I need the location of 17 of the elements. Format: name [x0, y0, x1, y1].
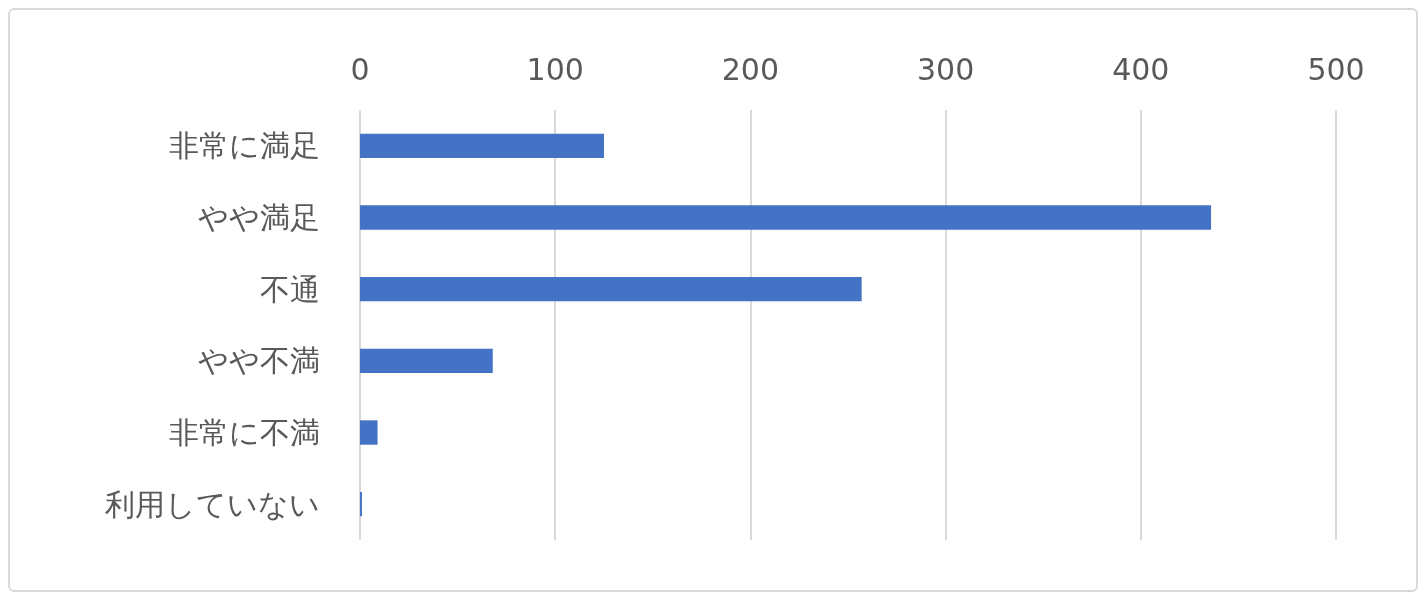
y-tick-label: やや不満: [198, 343, 320, 379]
y-tick-label: 不通: [260, 271, 320, 307]
bar: [360, 276, 862, 302]
bar: [360, 420, 378, 445]
x-tick-label: 300: [916, 51, 975, 87]
x-tick-label: 400: [1112, 51, 1170, 87]
x-tick-label: 100: [526, 51, 584, 87]
y-tick-label: やや満足: [198, 200, 320, 235]
bar: [360, 133, 604, 159]
y-tick-label: 利用していない: [105, 486, 320, 522]
x-tick-label: 200: [721, 51, 780, 87]
x-tick-label: 500: [1307, 51, 1365, 87]
bar: [360, 348, 493, 374]
x-tick-label: 0: [350, 51, 370, 87]
y-tick-label: 非常に満足: [169, 128, 320, 164]
bar: [360, 205, 1212, 230]
y-tick-label: 非常に不満: [169, 415, 320, 450]
